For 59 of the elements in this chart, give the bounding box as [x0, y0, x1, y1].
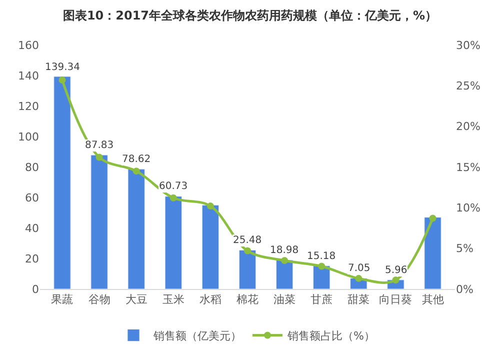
x-tick-label: 甜菜 [348, 293, 370, 306]
bar [313, 266, 330, 289]
data-label: 18.98 [270, 245, 299, 256]
point [206, 202, 214, 210]
y-tick-label: 80 [25, 160, 39, 174]
point [132, 168, 140, 175]
point [392, 276, 400, 284]
x-tick-label: 其他 [422, 293, 444, 306]
y-tick-label: 20 [25, 252, 39, 266]
y2-tick-label: 10% [456, 202, 480, 215]
point [429, 214, 436, 222]
bar [54, 76, 71, 289]
legend-label: 销售额占比（%） [286, 330, 375, 343]
point [244, 247, 251, 254]
point [170, 194, 177, 202]
y2-tick-label: 0% [456, 282, 474, 296]
y-tick-label: 40 [25, 222, 39, 235]
point [318, 262, 326, 270]
bar [202, 204, 220, 289]
bar [276, 260, 294, 289]
x-tick-label: 向日葵 [379, 293, 412, 306]
y2-tick-label: 20% [456, 120, 480, 134]
legend-label: 销售额（亿美元） [152, 330, 242, 343]
y2-tick-label: 15% [456, 160, 480, 174]
bar [238, 250, 256, 289]
data-label: 5.96 [385, 265, 408, 276]
bar [424, 217, 442, 289]
x-tick-label: 水稻 [199, 293, 222, 306]
y-tick-label: 100 [18, 130, 39, 144]
y-tick-label: 120 [18, 100, 39, 113]
y-tick-label: 140 [18, 69, 39, 82]
data-label: 15.18 [307, 251, 336, 262]
point [58, 76, 66, 84]
x-tick-label: 甘蔗 [310, 293, 333, 306]
bar [90, 154, 108, 289]
data-label: 25.48 [233, 235, 262, 246]
data-label: 7.05 [348, 263, 370, 274]
point [355, 274, 362, 282]
x-tick-label: 果蔬 [51, 293, 74, 306]
bar [128, 168, 145, 289]
x-tick-label: 棉花 [236, 293, 258, 306]
x-tick-label: 玉米 [162, 293, 184, 306]
x-tick-label: 大豆 [125, 293, 148, 306]
data-label: 87.83 [85, 140, 114, 151]
x-tick-label: 油菜 [274, 293, 296, 306]
bar [164, 196, 182, 289]
chart-title: 图表10：2017年全球各类农作物农药用药规模（单位：亿美元，%） [62, 8, 438, 22]
y2-tick-label: 30% [456, 38, 480, 52]
point [96, 154, 103, 161]
point [281, 257, 288, 264]
y-tick-label: 160 [18, 38, 39, 52]
y-tick-label: 0 [32, 282, 39, 296]
y2-tick-label: 5% [456, 242, 474, 256]
x-tick-label: 谷物 [88, 293, 110, 306]
y2-tick-label: 25% [456, 80, 480, 93]
data-label: 60.73 [159, 181, 188, 192]
data-label: 78.62 [122, 154, 151, 165]
y-tick-label: 60 [25, 191, 39, 204]
data-label: 139.34 [45, 62, 80, 73]
